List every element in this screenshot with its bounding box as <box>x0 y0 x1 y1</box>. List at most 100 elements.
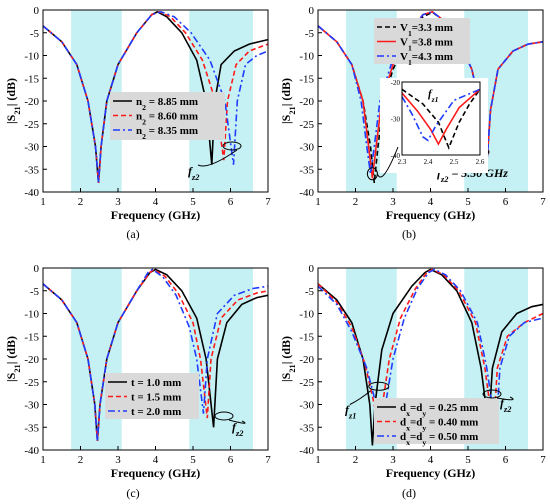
inset-series-3 <box>401 88 481 142</box>
x-tick-label: 4 <box>428 196 434 208</box>
x-tick-label: 7 <box>540 196 546 208</box>
y-tick-label: -25 <box>299 119 314 131</box>
annotation-arrow <box>228 419 246 424</box>
y-tick-label: -5 <box>305 286 315 298</box>
chart-panel-a: 1 2 3 4 5 6 7 0 -5 -10 -15 -20 -25 -30 -35 -40 Frequency… <box>4 5 271 241</box>
x-tick-label: 1 <box>40 454 46 466</box>
y-axis-label-part: 21 <box>13 106 22 114</box>
legend-entry: t = 2.0 mm <box>131 406 181 418</box>
y-tick-label: -10 <box>24 309 39 321</box>
inset-x-tick-label: 2.3 <box>398 158 407 166</box>
legend-entry-part: =3.8 mm <box>412 37 453 49</box>
y-tick-label: -40 <box>24 187 39 199</box>
chart-panel-d: 1 2 3 4 5 6 7 0 -5 -10 -15 -20 -25 -30 -35 -40 Frequency… <box>279 263 546 500</box>
legend-entry-part: y <box>422 409 426 418</box>
legend-entry: n2 = 8.85 mm <box>136 96 198 112</box>
legend-entry-part: = 0.25 mm <box>426 402 478 414</box>
legend-entry-part: = 8.35 mm <box>146 125 198 137</box>
legend-entry: V1=3.8 mm <box>400 37 453 53</box>
legend-entry-part: 1 <box>408 43 412 52</box>
x-tick-label: 3 <box>115 454 121 466</box>
x-tick-label: 5 <box>190 196 196 208</box>
y-tick-label: -35 <box>299 164 314 176</box>
notch-annotation-part: z2 <box>503 405 511 414</box>
legend-entry-part: x <box>406 409 410 418</box>
x-tick-label: 7 <box>265 454 271 466</box>
notch-annotation-part: f <box>345 403 350 417</box>
x-tick-label: 2 <box>78 196 84 208</box>
y-axis-label-part: 21 <box>13 364 22 372</box>
y-tick-label: -5 <box>305 28 315 40</box>
y-axis-label-part: | (dB) <box>4 78 18 106</box>
legend-entry: dx=dy = 0.50 mm <box>400 431 478 447</box>
inset-series-1 <box>401 88 481 150</box>
annotation-arrow <box>349 390 371 405</box>
y-axis-label-part: 21 <box>288 364 297 372</box>
legend-entry-part: 1 <box>408 58 412 67</box>
x-axis-label: Frequency (GHz) <box>386 208 475 222</box>
y-tick-label: -5 <box>30 28 40 40</box>
legend-entry-part: 2 <box>142 103 146 112</box>
y-axis-label: |S21| (dB) <box>4 336 22 382</box>
y-axis-label-part: |S <box>4 372 18 382</box>
inset-series-2 <box>401 88 481 146</box>
y-tick-label: -35 <box>299 422 314 434</box>
y-tick-label: -25 <box>299 377 314 389</box>
legend-entry: t = 1.0 mm <box>131 377 181 389</box>
x-tick-label: 3 <box>115 196 121 208</box>
passband-1 <box>189 268 253 450</box>
legend-entry-part: y <box>422 423 426 432</box>
annotation-arrow <box>197 149 238 167</box>
inset-title-part: f <box>428 88 433 100</box>
y-tick-label: -35 <box>24 422 39 434</box>
notch-annotation-part: z2 <box>191 173 199 182</box>
y-tick-label: -30 <box>299 142 314 154</box>
legend-entry: t = 1.5 mm <box>131 392 181 404</box>
legend-entry-part: t = 1.5 mm <box>131 392 181 404</box>
legend-entry-part: V <box>400 22 408 34</box>
x-tick-label: 2 <box>353 454 359 466</box>
y-tick-label: -20 <box>24 96 39 108</box>
legend-entry-part: = 0.40 mm <box>426 417 478 429</box>
legend-entry-part: x <box>406 438 410 447</box>
x-tick-label: 1 <box>315 454 321 466</box>
y-tick-label: 0 <box>34 5 40 17</box>
legend-entry: n2 = 8.35 mm <box>136 125 198 141</box>
legend-entry-part: n <box>136 125 142 137</box>
legend-entry: V1=3.3 mm <box>400 22 453 38</box>
y-tick-label: -15 <box>299 73 314 85</box>
legend-entry-part: =d <box>410 431 422 443</box>
x-tick-label: 4 <box>428 454 434 466</box>
y-axis-label-part: |S <box>279 114 293 124</box>
notch-annotation-part: f <box>188 164 193 178</box>
y-tick-label: -15 <box>24 331 39 343</box>
legend-entry-part: n <box>136 96 142 108</box>
legend-entry: n2 = 8.60 mm <box>136 111 198 127</box>
series-line-2 <box>43 268 268 441</box>
y-tick-label: -20 <box>24 354 39 366</box>
y-tick-label: -15 <box>24 73 39 85</box>
legend-entry-part: d <box>400 431 406 443</box>
y-tick-label: -5 <box>30 286 40 298</box>
legend-entry-part: = 0.50 mm <box>426 431 478 443</box>
legend-entry-part: =3.3 mm <box>412 22 453 34</box>
series-line-3 <box>43 10 268 183</box>
legend-entry-part: =d <box>410 402 422 414</box>
notch-annotation-part: z1 <box>348 411 356 420</box>
y-axis-label-part: | (dB) <box>4 336 18 364</box>
x-tick-label: 2 <box>78 454 84 466</box>
legend-entry-part: n <box>136 111 142 123</box>
x-tick-label: 5 <box>465 454 471 466</box>
legend-entry-part: =d <box>410 417 422 429</box>
x-tick-label: 6 <box>503 196 509 208</box>
x-tick-label: 1 <box>40 196 46 208</box>
legend-entry-part: = 8.85 mm <box>146 96 198 108</box>
notch-annotation-part: z2 <box>440 175 448 184</box>
legend-entry-part: t = 2.0 mm <box>131 406 181 418</box>
y-axis-label: |S21| (dB) <box>279 336 297 382</box>
x-tick-label: 1 <box>315 196 321 208</box>
y-tick-label: -30 <box>299 400 314 412</box>
annotation-arrow <box>496 396 514 401</box>
